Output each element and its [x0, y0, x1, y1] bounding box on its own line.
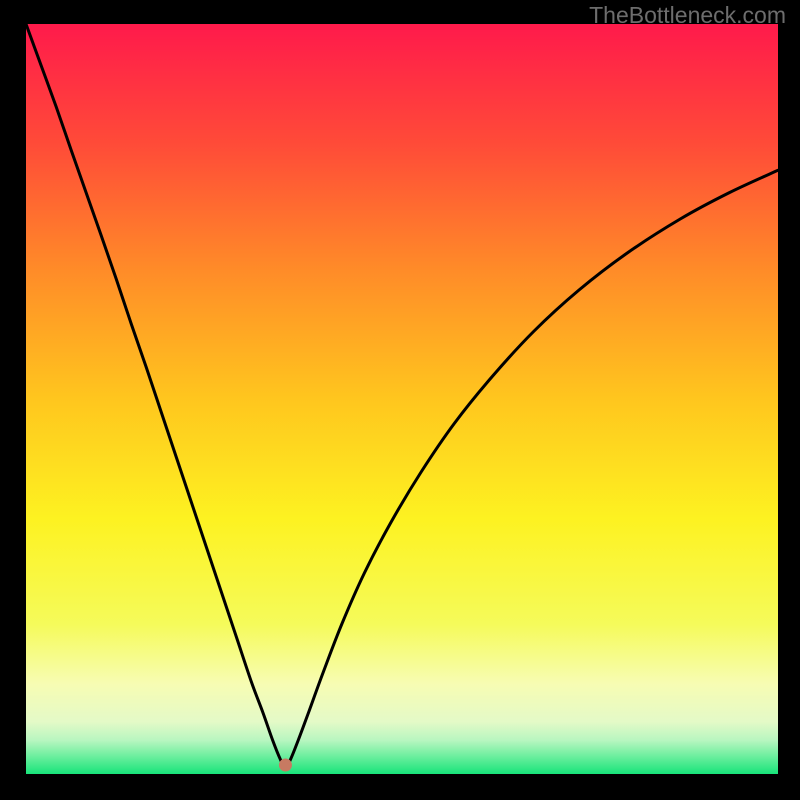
- chart-stage: TheBottleneck.com: [0, 0, 800, 800]
- plot-svg: [26, 24, 778, 774]
- plot-area: [26, 24, 778, 774]
- gradient-background: [26, 24, 778, 774]
- watermark: TheBottleneck.com: [589, 2, 786, 29]
- minimum-marker: [279, 759, 291, 771]
